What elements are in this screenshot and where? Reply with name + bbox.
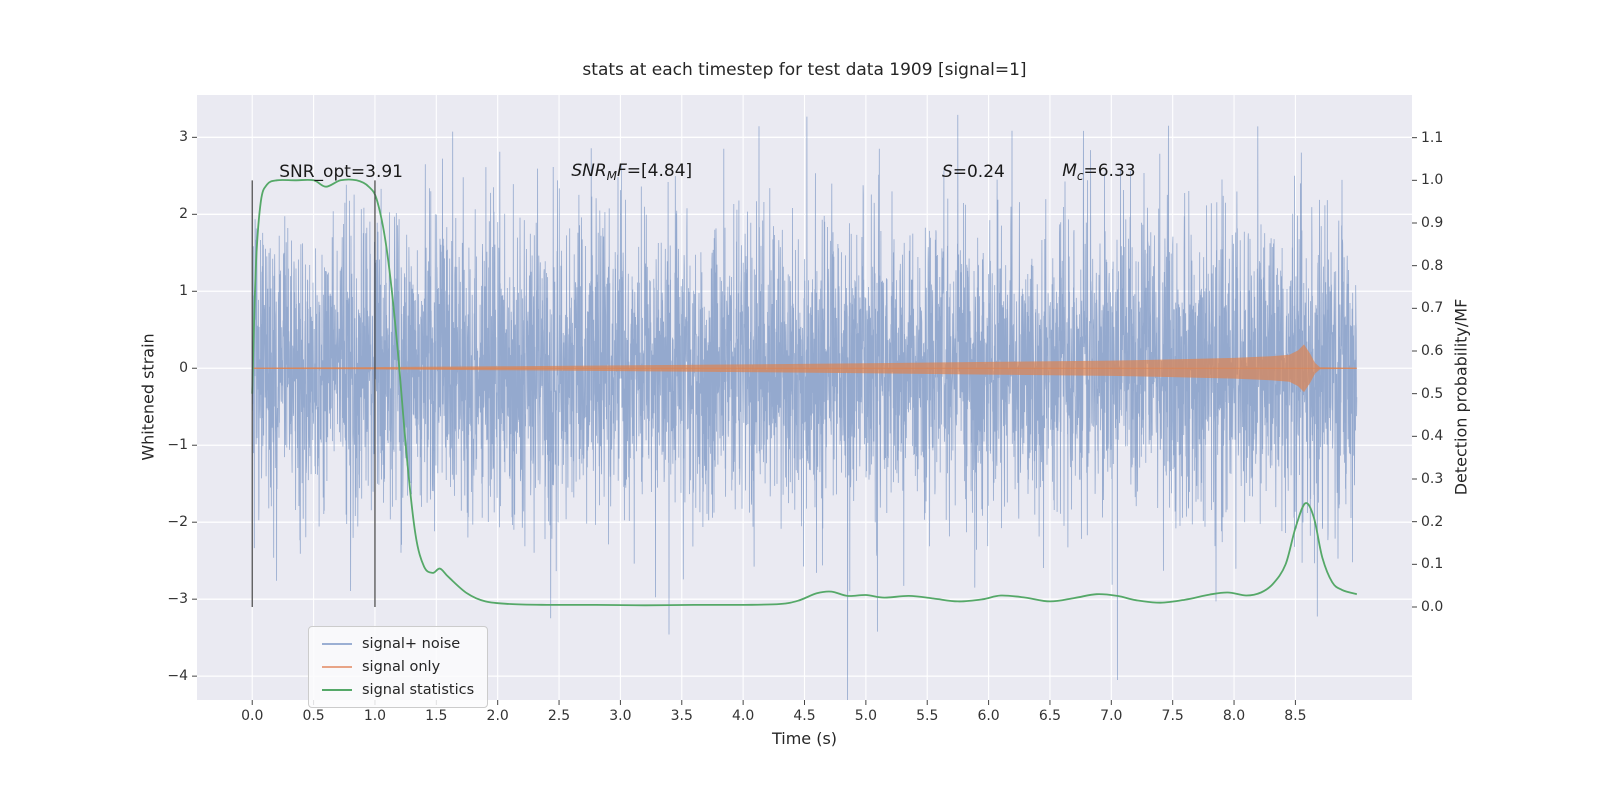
right-y-tick-label: 1.0 [1421,172,1444,189]
annotation-mc: Mc=6.33 [1062,161,1135,183]
left-y-tick-label: −2 [167,514,188,531]
x-tick-label: 6.0 [977,708,1000,724]
x-tick-label: 1.0 [363,708,387,724]
annotation-mc-value: =6.33 [1083,160,1136,181]
left-y-tick-label: 0 [179,360,188,377]
x-tick-label: 2.5 [547,708,571,724]
annotation-mc-symbol: M [1062,160,1077,181]
x-tick-label: 7.5 [1161,708,1184,724]
x-tick-label: 4.5 [793,708,816,724]
left-y-tick-label: −4 [167,668,188,685]
x-axis-label: Time (s) [771,729,838,748]
annotation-snr-mf-value: =[4.84] [626,160,693,181]
left-y-tick-label: 3 [179,129,188,146]
chart-title: stats at each timestep for test data 190… [582,60,1027,80]
right-y-tick-label: 0.0 [1421,598,1444,615]
annotation-snr-mf-suffix: F [617,160,627,181]
right-y-tick-label: 0.5 [1421,385,1444,402]
right-y-tick-label: 0.8 [1421,257,1444,274]
x-tick-label: 8.0 [1222,708,1246,724]
legend-item-signal-statistics: signal statistics [322,682,474,698]
annotation-s-stat: S=0.24 [942,162,1005,182]
x-tick-label: 0.0 [241,708,264,724]
right-y-tick-label: 0.1 [1421,556,1444,573]
legend-label-signal-only: signal only [362,659,441,675]
x-tick-label: 8.5 [1284,708,1307,724]
annotation-snr-mf-subscript: M [606,169,617,184]
x-tick-label: 0.5 [302,708,325,724]
x-tick-label: 2.0 [486,708,509,724]
x-tick-label: 5.5 [916,708,939,724]
right-y-tick-label: 0.4 [1421,428,1444,445]
x-tick-label: 4.0 [731,708,755,724]
legend-label-signal-noise: signal+ noise [362,636,461,652]
x-tick-label: 3.5 [670,708,693,724]
right-axis-label: Detection probability/MF [1451,298,1471,496]
legend-item-signal-noise: signal+ noise [322,636,474,652]
legend-label-signal-statistics: signal statistics [362,682,475,698]
annotation-s-stat-symbol: S [941,161,953,182]
x-tick-label: 3.0 [609,708,632,724]
x-tick-label: 1.5 [425,708,448,724]
x-tick-label: 5.0 [854,708,877,724]
left-axis-label: Whitened strain [138,333,158,461]
x-tick-label: 7.0 [1100,708,1123,724]
annotation-mc-subscript: c [1076,169,1084,184]
right-y-tick-label: 0.9 [1421,214,1444,231]
left-y-tick-label: −1 [167,437,188,454]
left-y-tick-label: 1 [179,283,188,300]
x-tick-label: 6.5 [1038,708,1062,724]
right-y-tick-label: 0.6 [1421,342,1444,359]
right-y-tick-label: 0.2 [1421,513,1444,530]
annotation-snr-mf-prefix: SNR [571,160,607,181]
right-y-tick-label: 0.3 [1421,470,1444,487]
right-y-tick-label: 1.1 [1421,129,1444,146]
legend: signal+ noise signal only signal statist… [308,626,489,708]
right-y-tick-label: 0.7 [1421,300,1444,317]
legend-swatch-signal-noise [322,642,352,646]
annotation-snr-opt: SNR_opt=3.91 [279,162,403,182]
legend-swatch-signal-only [322,665,352,669]
left-y-tick-label: −3 [167,591,188,608]
legend-item-signal-only: signal only [322,659,474,675]
legend-swatch-signal-statistics [322,688,352,692]
left-y-tick-label: 2 [179,206,188,223]
annotation-snr-mf: SNRMF=[4.84] [571,161,692,183]
annotation-s-stat-value: =0.24 [952,161,1005,182]
annotation-snr-opt-text: SNR_opt=3.91 [279,161,403,182]
